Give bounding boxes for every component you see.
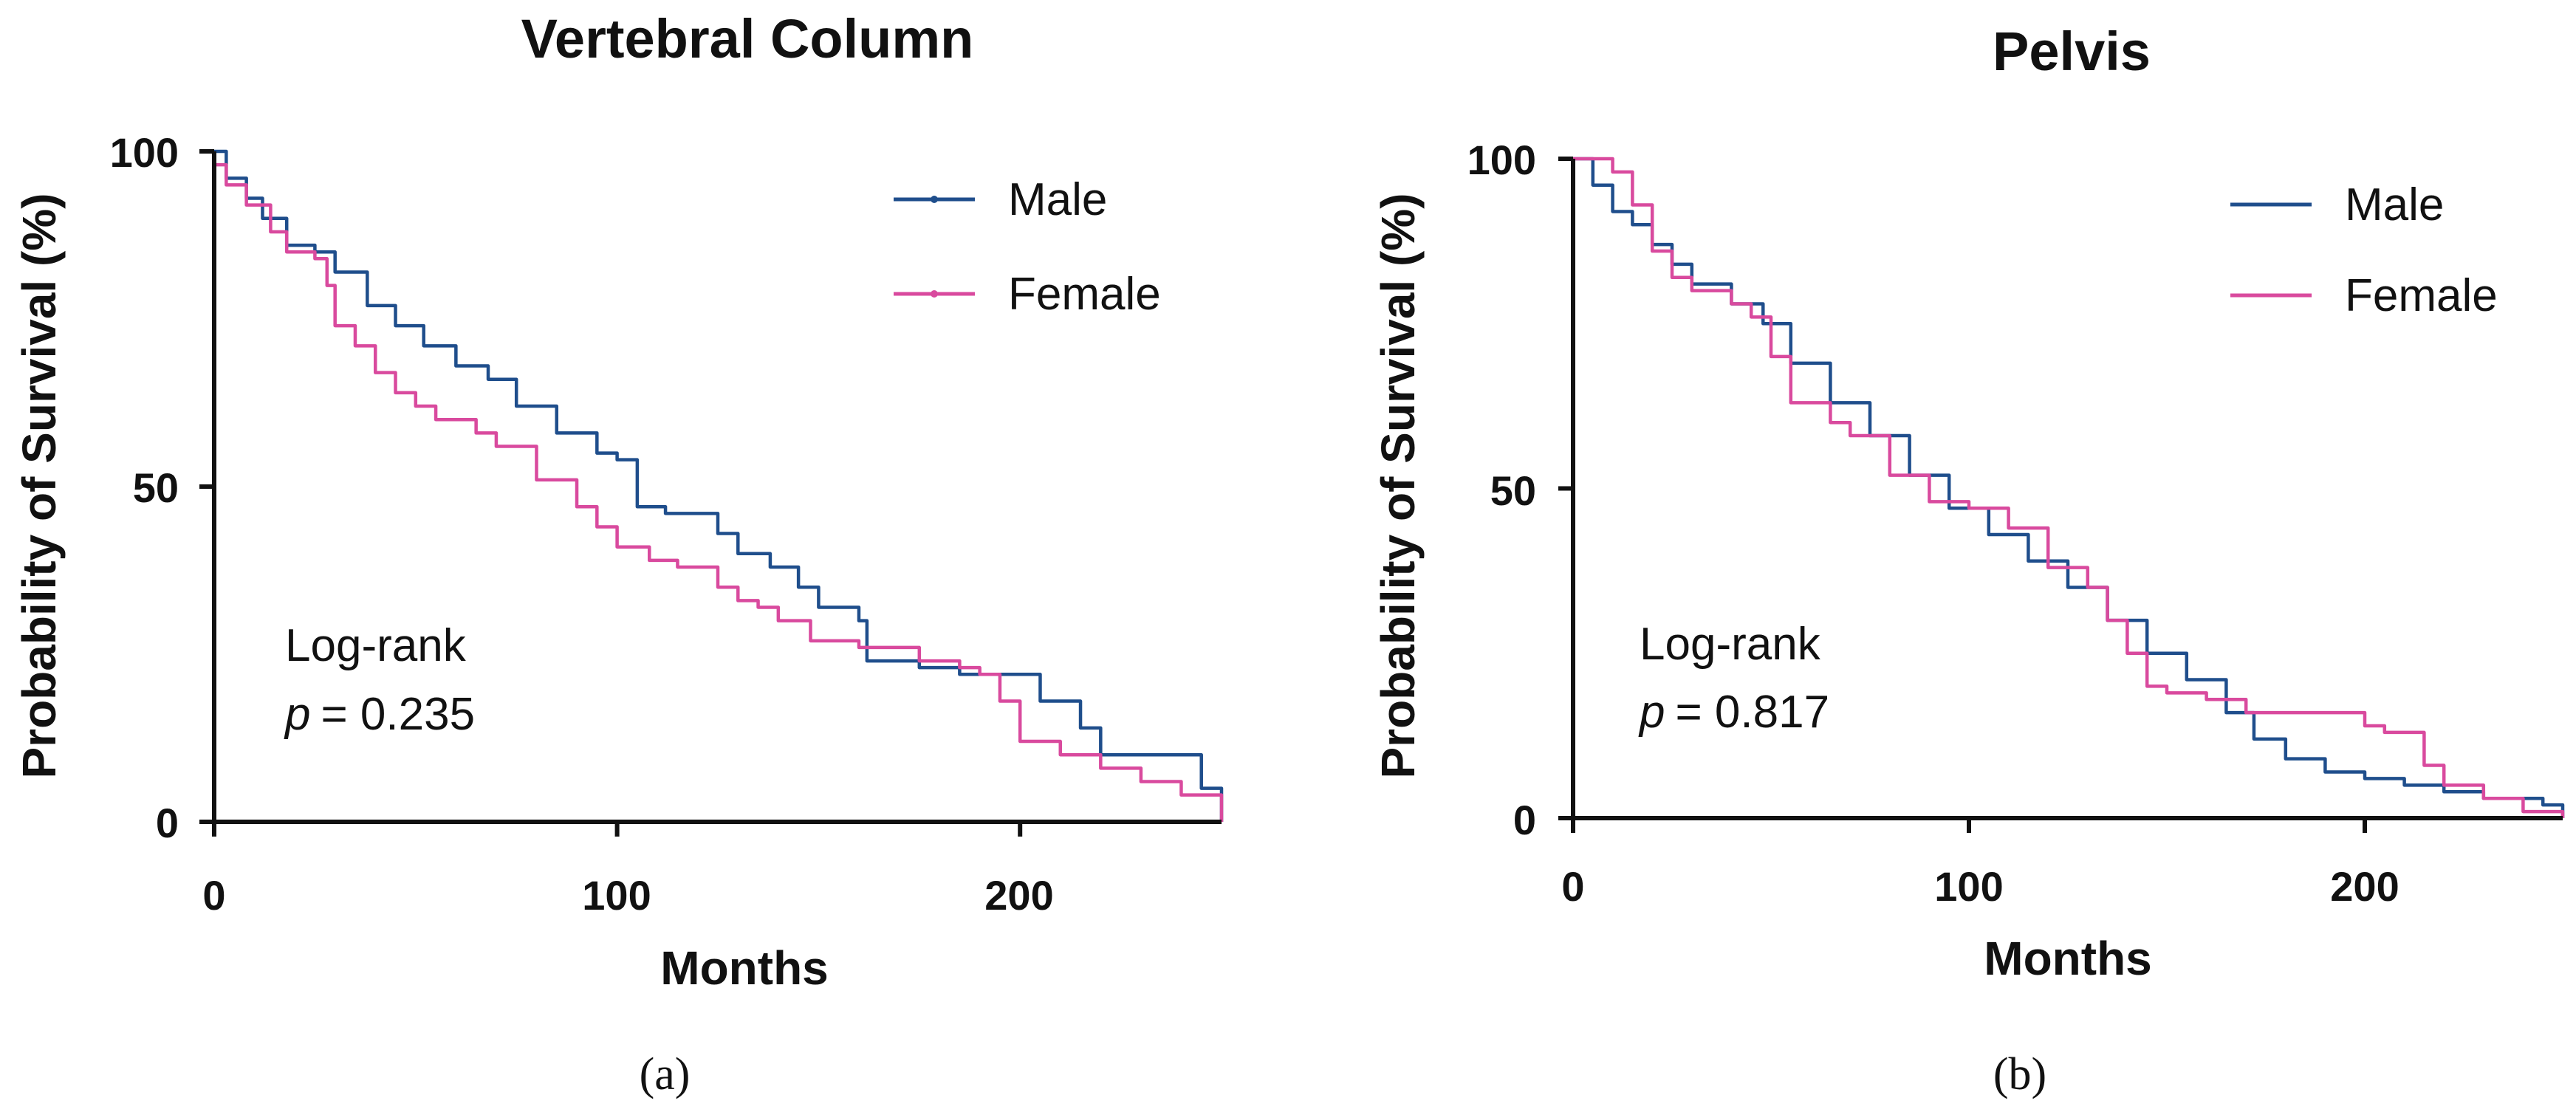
panel-a-curves — [214, 149, 1224, 822]
panel-a-x-ticks: 0 100 200 — [202, 872, 1053, 919]
panel-b-axes — [1558, 157, 2563, 833]
panel-b-x-axis-label: Months — [1984, 932, 2152, 985]
panel-a-x-tick-200: 200 — [984, 872, 1053, 919]
panel-b-x-ticks: 0 100 200 — [1561, 863, 2399, 910]
panel-b-logrank-annotation: Log-rank p = 0.817 — [1638, 619, 1829, 738]
panel-b-x-tick-100: 100 — [1934, 863, 2003, 910]
panel-a-legend: Male Female — [894, 174, 1161, 320]
panel-a-title: Vertebral Column — [521, 8, 974, 69]
panel-a-y-tick-50: 50 — [133, 464, 179, 511]
panel-a-p-value: p = 0.235 — [284, 689, 475, 740]
panel-b-p-value: p = 0.817 — [1638, 687, 1829, 738]
panel-b-y-tick-0: 0 — [1513, 797, 1536, 843]
panel-a-y-tick-0: 0 — [156, 800, 179, 846]
panel-b-p-symbol: p — [1638, 687, 1665, 738]
panel-a-logrank-annotation: Log-rank p = 0.235 — [284, 620, 475, 740]
panel-b-y-tick-50: 50 — [1490, 467, 1536, 514]
panel-a-x-tick-0: 0 — [202, 872, 225, 919]
panel-a-p-symbol: p — [284, 689, 310, 740]
panel-b-caption: (b) — [1993, 1049, 2046, 1099]
panel-a-legend-female-marker — [931, 290, 938, 298]
panel-b-x-tick-200: 200 — [2330, 863, 2399, 910]
panel-b-logrank-label: Log-rank — [1640, 619, 1821, 670]
panel-b-legend-female-label: Female — [2345, 270, 2498, 321]
panel-a-y-tick-100: 100 — [110, 129, 179, 176]
panel-a-legend-female-label: Female — [1008, 269, 1161, 320]
panel-a-legend-male-marker — [931, 196, 938, 203]
panel-a-axes — [199, 149, 1222, 837]
panel-a-y-axis-label: Probability of Survival (%) — [13, 193, 66, 778]
panel-b-y-tick-100: 100 — [1467, 137, 1536, 183]
panel-a-logrank-label: Log-rank — [285, 620, 467, 671]
panel-b-y-axis-label: Probability of Survival (%) — [1371, 193, 1425, 778]
panel-b-pelvis: Pelvis Probability of Survival (%) Month… — [1371, 21, 2565, 1099]
panel-b-legend-male-label: Male — [2345, 179, 2444, 230]
panel-a-caption: (a) — [640, 1049, 691, 1099]
panel-b-y-ticks: 100 50 0 — [1467, 137, 1536, 843]
panel-a-vertebral-column: Vertebral Column Probability of Survival… — [13, 8, 1224, 1099]
panel-a-x-axis-label: Months — [660, 941, 829, 995]
panel-a-curve-female — [214, 162, 1224, 822]
panel-b-curves — [1573, 157, 2565, 818]
panel-b-p-number: = 0.817 — [1675, 687, 1829, 738]
panel-a-x-tick-100: 100 — [582, 872, 651, 919]
panel-b-curve-female — [1573, 157, 2565, 818]
panel-a-y-ticks: 100 50 0 — [110, 129, 179, 846]
panel-a-p-number: = 0.235 — [321, 689, 475, 740]
panel-a-legend-male-label: Male — [1008, 174, 1107, 225]
panel-b-x-tick-0: 0 — [1561, 863, 1584, 910]
panel-b-title: Pelvis — [1993, 21, 2151, 82]
panel-b-legend: Male Female — [2230, 179, 2498, 321]
